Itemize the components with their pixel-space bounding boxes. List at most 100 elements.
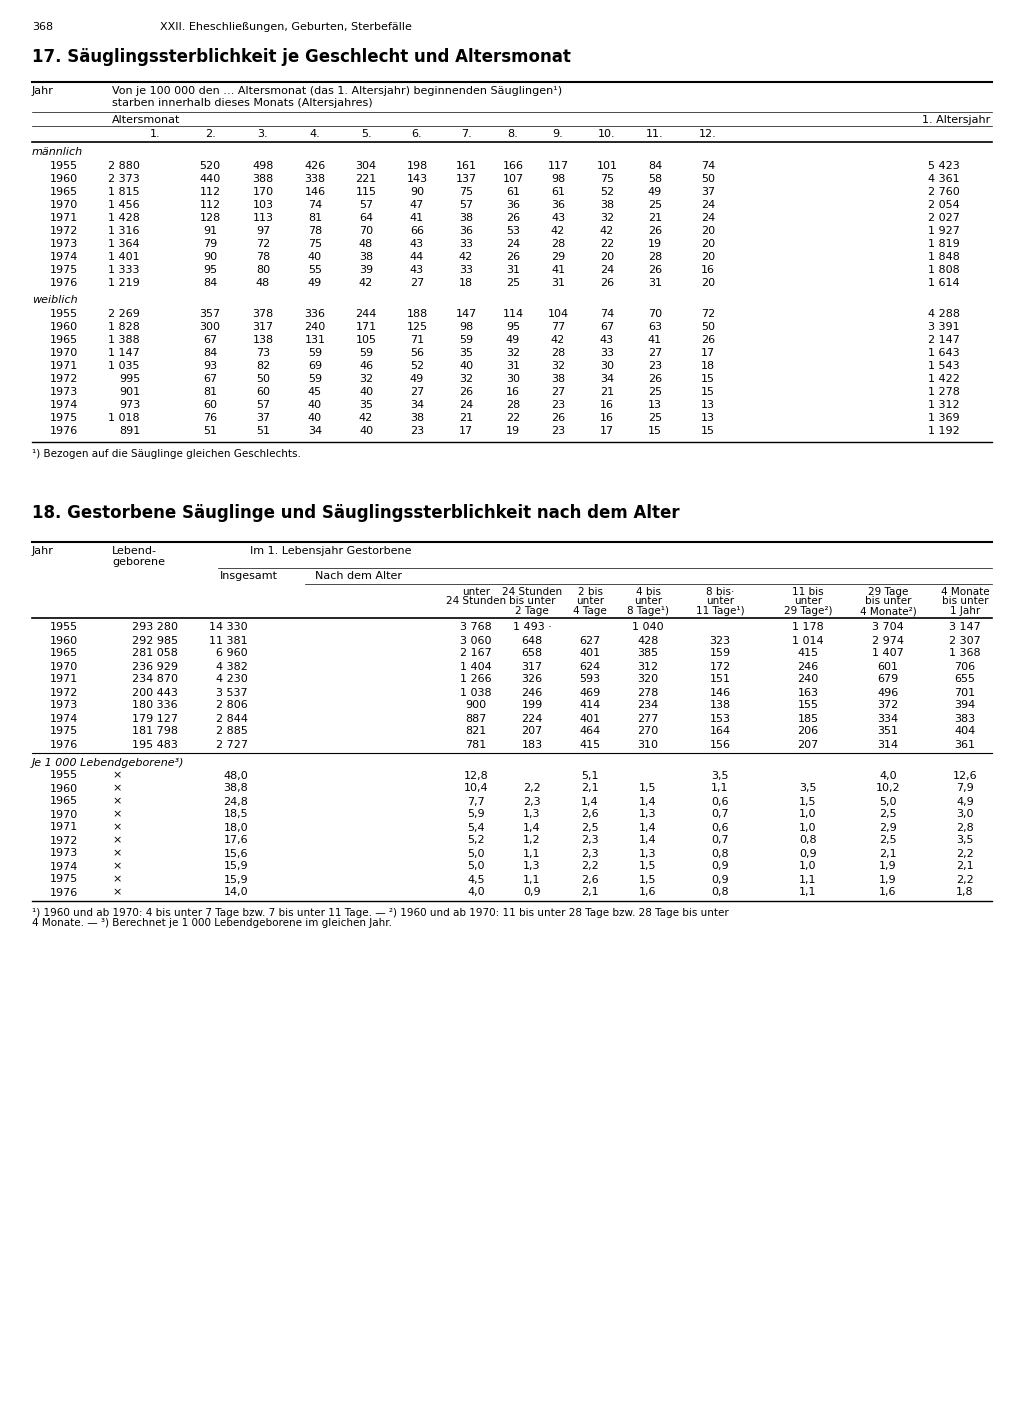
Text: 27: 27: [648, 348, 663, 358]
Text: 5,1: 5,1: [582, 771, 599, 781]
Text: 368: 368: [32, 21, 53, 33]
Text: 1 819: 1 819: [928, 239, 961, 248]
Text: 3 060: 3 060: [460, 636, 492, 646]
Text: 26: 26: [701, 335, 715, 345]
Text: 5,0: 5,0: [880, 797, 897, 807]
Text: 221: 221: [355, 175, 377, 185]
Text: 73: 73: [256, 348, 270, 358]
Text: 67: 67: [203, 373, 217, 383]
Text: 49: 49: [308, 278, 323, 288]
Text: 179 127: 179 127: [132, 713, 178, 724]
Text: Jahr: Jahr: [32, 87, 54, 97]
Text: 887: 887: [465, 713, 486, 724]
Text: 2 974: 2 974: [872, 636, 904, 646]
Text: 6 960: 6 960: [216, 649, 248, 659]
Text: ×: ×: [112, 835, 122, 845]
Text: Je 1 000 Lebendgeborene³): Je 1 000 Lebendgeborene³): [32, 757, 184, 767]
Text: 2 760: 2 760: [928, 187, 961, 197]
Text: 41: 41: [551, 266, 565, 275]
Text: 1970: 1970: [50, 348, 78, 358]
Text: 74: 74: [700, 160, 715, 170]
Text: 6.: 6.: [412, 129, 422, 139]
Text: 31: 31: [506, 266, 520, 275]
Text: 28: 28: [648, 251, 663, 263]
Text: 496: 496: [878, 687, 899, 697]
Text: 200 443: 200 443: [132, 687, 178, 697]
Text: 185: 185: [798, 713, 818, 724]
Text: 5,4: 5,4: [467, 822, 484, 832]
Text: 81: 81: [203, 388, 217, 398]
Text: 12.: 12.: [699, 129, 717, 139]
Text: 24: 24: [600, 266, 614, 275]
Text: 77: 77: [551, 322, 565, 332]
Text: 12,8: 12,8: [464, 771, 488, 781]
Text: 1 178: 1 178: [793, 622, 824, 632]
Text: 2,2: 2,2: [956, 849, 974, 859]
Text: 112: 112: [200, 187, 220, 197]
Text: 13: 13: [701, 400, 715, 410]
Text: 1 828: 1 828: [109, 322, 140, 332]
Text: 2,3: 2,3: [582, 849, 599, 859]
Text: 25: 25: [648, 413, 663, 423]
Text: 3,5: 3,5: [712, 771, 729, 781]
Text: 29 Tage: 29 Tage: [867, 586, 908, 596]
Text: 164: 164: [710, 727, 730, 737]
Text: 42: 42: [358, 413, 373, 423]
Text: 156: 156: [710, 740, 730, 750]
Text: 1974: 1974: [49, 400, 78, 410]
Text: 37: 37: [701, 187, 715, 197]
Text: 70: 70: [648, 310, 663, 320]
Text: 1 927: 1 927: [928, 226, 961, 236]
Text: 112: 112: [200, 200, 220, 210]
Text: 4.: 4.: [309, 129, 321, 139]
Text: 188: 188: [407, 310, 428, 320]
Text: 1960: 1960: [50, 322, 78, 332]
Text: 372: 372: [878, 700, 899, 710]
Text: 138: 138: [710, 700, 730, 710]
Text: 101: 101: [597, 160, 617, 170]
Text: 244: 244: [355, 310, 377, 320]
Text: 781: 781: [465, 740, 486, 750]
Text: 59: 59: [459, 335, 473, 345]
Text: 2,9: 2,9: [880, 822, 897, 832]
Text: 2,5: 2,5: [582, 822, 599, 832]
Text: 80: 80: [256, 266, 270, 275]
Text: 293 280: 293 280: [132, 622, 178, 632]
Text: 2 054: 2 054: [928, 200, 961, 210]
Text: 320: 320: [637, 674, 658, 684]
Text: 44: 44: [410, 251, 424, 263]
Text: 90: 90: [203, 251, 217, 263]
Text: 163: 163: [798, 687, 818, 697]
Text: 37: 37: [256, 413, 270, 423]
Text: 13: 13: [648, 400, 662, 410]
Text: 1976: 1976: [50, 278, 78, 288]
Text: Nach dem Alter: Nach dem Alter: [315, 571, 402, 581]
Text: 1973: 1973: [50, 239, 78, 248]
Text: 1,1: 1,1: [800, 875, 817, 885]
Text: 2 880: 2 880: [109, 160, 140, 170]
Text: 25: 25: [648, 200, 663, 210]
Text: 75: 75: [600, 175, 614, 185]
Text: 236 929: 236 929: [132, 662, 178, 672]
Text: 16: 16: [600, 413, 614, 423]
Text: 1970: 1970: [50, 662, 78, 672]
Text: 23: 23: [410, 426, 424, 436]
Text: 701: 701: [954, 687, 976, 697]
Text: 1 493 ·: 1 493 ·: [513, 622, 552, 632]
Text: 1955: 1955: [50, 771, 78, 781]
Text: 147: 147: [456, 310, 476, 320]
Text: 234: 234: [637, 700, 658, 710]
Text: 24 Stunden: 24 Stunden: [502, 586, 562, 596]
Text: 2 373: 2 373: [109, 175, 140, 185]
Text: 0,6: 0,6: [712, 797, 729, 807]
Text: 1976: 1976: [50, 426, 78, 436]
Text: 1972: 1972: [49, 373, 78, 383]
Text: 57: 57: [256, 400, 270, 410]
Text: 270: 270: [637, 727, 658, 737]
Text: 4 230: 4 230: [216, 674, 248, 684]
Text: 338: 338: [304, 175, 326, 185]
Text: 1972: 1972: [49, 226, 78, 236]
Text: 207: 207: [798, 740, 818, 750]
Text: 52: 52: [410, 361, 424, 371]
Text: 323: 323: [710, 636, 730, 646]
